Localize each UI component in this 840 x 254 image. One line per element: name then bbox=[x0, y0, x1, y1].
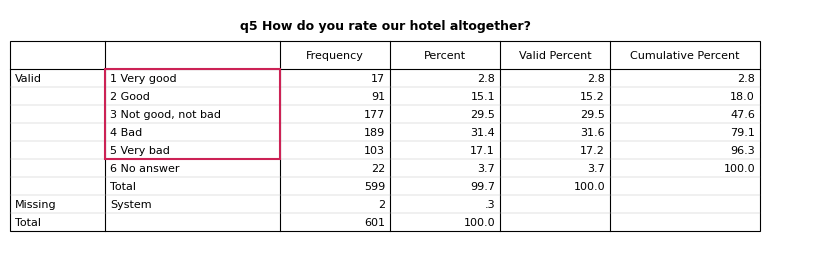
Text: 99.7: 99.7 bbox=[470, 181, 495, 191]
Text: 17.2: 17.2 bbox=[580, 146, 605, 155]
Text: 599: 599 bbox=[364, 181, 385, 191]
Text: Cumulative Percent: Cumulative Percent bbox=[630, 51, 740, 61]
Text: 100.0: 100.0 bbox=[723, 163, 755, 173]
Text: 18.0: 18.0 bbox=[730, 92, 755, 102]
Bar bbox=[10, 42, 760, 231]
Text: 100.0: 100.0 bbox=[464, 217, 495, 227]
Text: 29.5: 29.5 bbox=[470, 109, 495, 120]
Text: 2.8: 2.8 bbox=[587, 74, 605, 84]
Text: q5 How do you rate our hotel altogether?: q5 How do you rate our hotel altogether? bbox=[239, 20, 531, 33]
Text: 100.0: 100.0 bbox=[574, 181, 605, 191]
Text: Frequency: Frequency bbox=[306, 51, 364, 61]
Text: 31.6: 31.6 bbox=[580, 128, 605, 137]
Text: 5 Very bad: 5 Very bad bbox=[110, 146, 170, 155]
Text: 3 Not good, not bad: 3 Not good, not bad bbox=[110, 109, 221, 120]
Text: 2: 2 bbox=[378, 199, 385, 209]
Text: 15.2: 15.2 bbox=[580, 92, 605, 102]
Text: 17.1: 17.1 bbox=[470, 146, 495, 155]
Text: Missing: Missing bbox=[15, 199, 56, 209]
Text: 47.6: 47.6 bbox=[730, 109, 755, 120]
Text: 17: 17 bbox=[371, 74, 385, 84]
Text: 2.8: 2.8 bbox=[738, 74, 755, 84]
Text: 91: 91 bbox=[371, 92, 385, 102]
Text: 1 Very good: 1 Very good bbox=[110, 74, 176, 84]
Text: Total: Total bbox=[15, 217, 41, 227]
Text: 2 Good: 2 Good bbox=[110, 92, 150, 102]
Text: 96.3: 96.3 bbox=[730, 146, 755, 155]
Text: Valid: Valid bbox=[15, 74, 42, 84]
Text: 189: 189 bbox=[364, 128, 385, 137]
Text: 3.7: 3.7 bbox=[477, 163, 495, 173]
Text: System: System bbox=[110, 199, 152, 209]
Text: 79.1: 79.1 bbox=[730, 128, 755, 137]
Text: 22: 22 bbox=[370, 163, 385, 173]
Text: 29.5: 29.5 bbox=[580, 109, 605, 120]
Text: 3.7: 3.7 bbox=[587, 163, 605, 173]
Text: Percent: Percent bbox=[424, 51, 466, 61]
Text: Valid Percent: Valid Percent bbox=[518, 51, 591, 61]
Text: 4 Bad: 4 Bad bbox=[110, 128, 142, 137]
Bar bbox=[105, 70, 280, 159]
Text: 601: 601 bbox=[364, 217, 385, 227]
Text: 31.4: 31.4 bbox=[470, 128, 495, 137]
Text: .3: .3 bbox=[485, 199, 495, 209]
Text: 6 No answer: 6 No answer bbox=[110, 163, 180, 173]
Text: 103: 103 bbox=[364, 146, 385, 155]
Text: 177: 177 bbox=[364, 109, 385, 120]
Text: Total: Total bbox=[110, 181, 136, 191]
Text: 15.1: 15.1 bbox=[470, 92, 495, 102]
Text: 2.8: 2.8 bbox=[477, 74, 495, 84]
